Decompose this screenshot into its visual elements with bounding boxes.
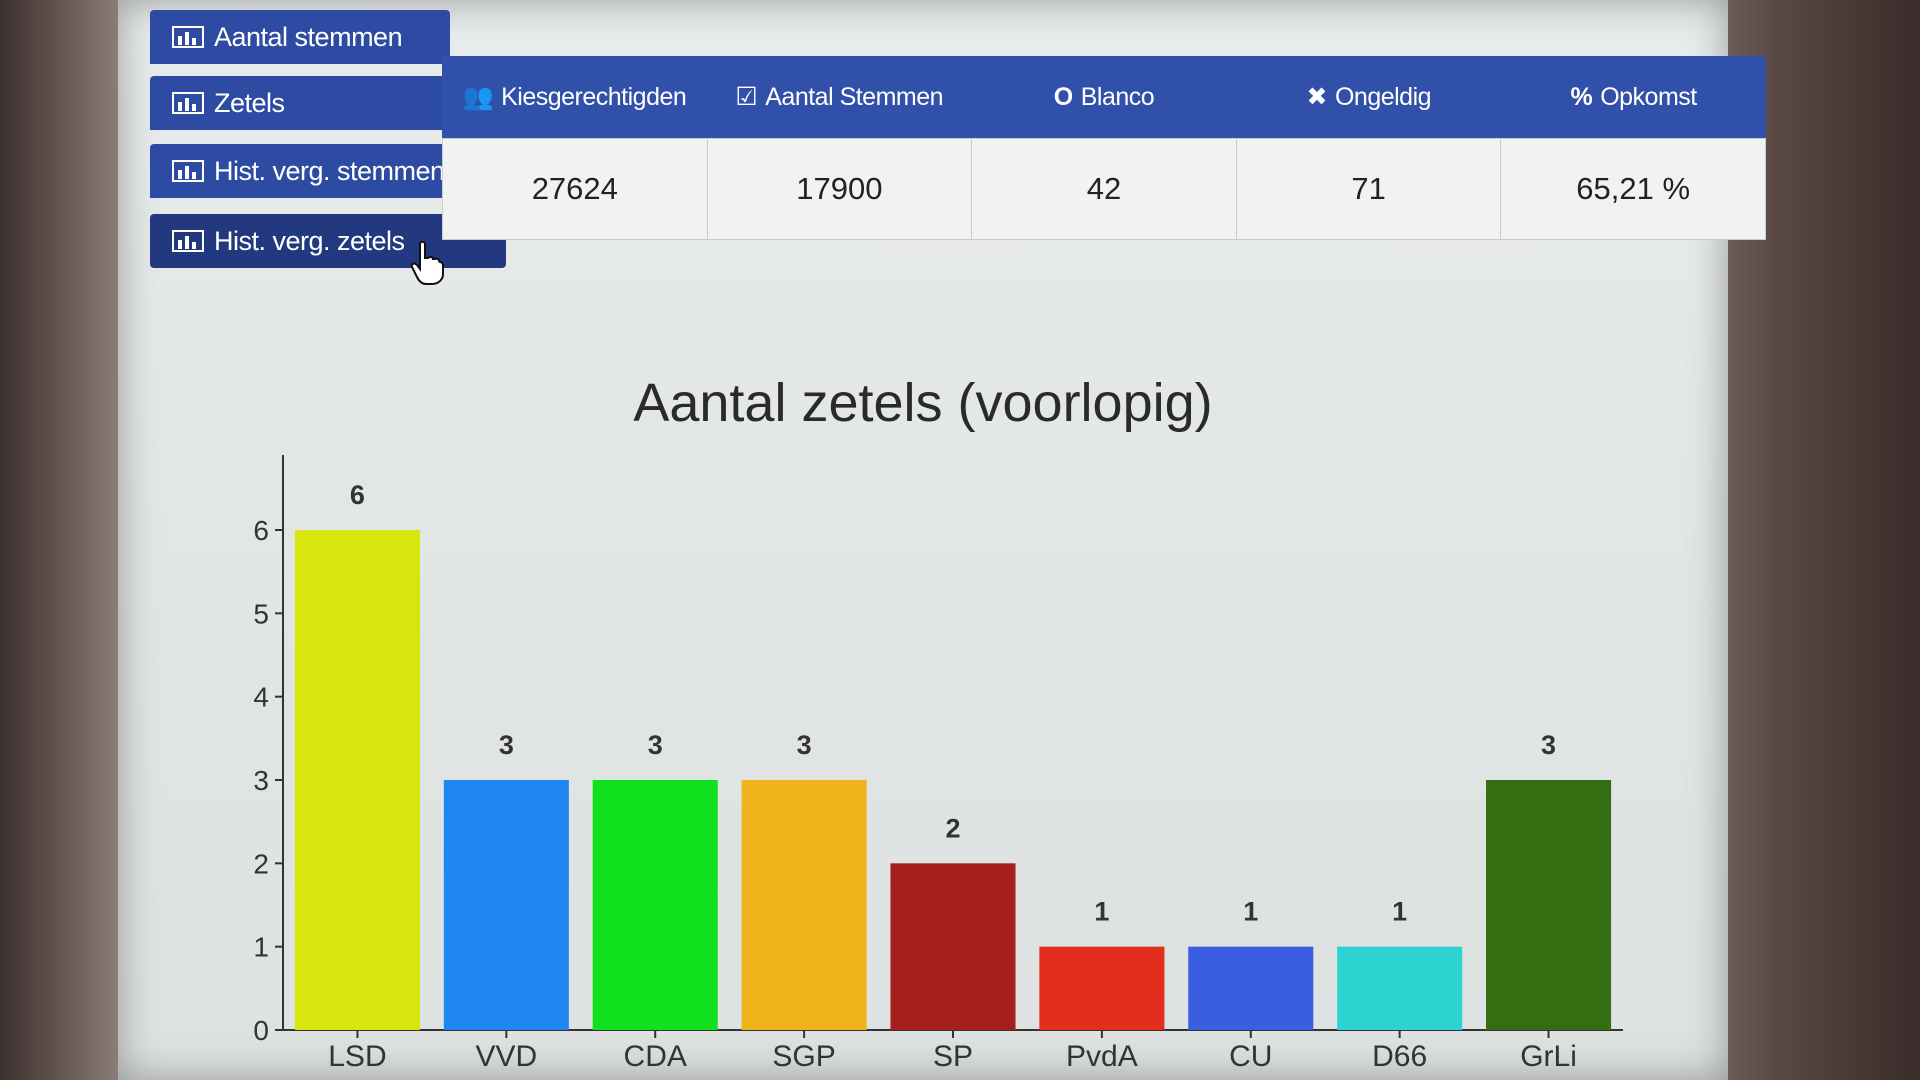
bar-value-label: 1 [1392, 897, 1407, 927]
header-label: Blanco [1080, 82, 1155, 111]
bar-lsd [294, 530, 420, 1030]
header-label: Kiesgerechtigden [501, 82, 687, 111]
nav-zetels-button[interactable]: Zetels [150, 76, 450, 130]
x-tick-label: CDA [624, 1040, 687, 1073]
users-icon: 👥 [462, 82, 494, 111]
header-aantal-stemmen: ☑ Aantal Stemmen [707, 56, 972, 138]
y-tick-label: 2 [253, 848, 269, 879]
bar-value-label: 3 [648, 730, 663, 760]
nav-aantal-stemmen-button[interactable]: Aantal stemmen [150, 10, 450, 64]
x-tick-label: GrLi [1520, 1040, 1577, 1073]
header-label: Ongeldig [1334, 82, 1432, 111]
bar-chart: 0 1 2 3 4 5 6 6 LSD 3 VVD 3 CDA 3 SGP 2 SP 1 PvdA 1 CU 1 D66 3 G… [253, 455, 1623, 1073]
bar-value-label: 2 [945, 813, 960, 843]
stats-table: 👥 Kiesgerechtigden ☑ Aantal Stemmen O Blanc… [442, 56, 1766, 240]
nav-label: Aantal stemmen [214, 21, 403, 52]
wall-left [0, 0, 118, 1080]
stats-value-row: 27624 17900 42 71 65,21 % [442, 138, 1766, 240]
x-icon: ✖ [1306, 83, 1328, 111]
value-blanco: 42 [972, 139, 1237, 239]
bar-value-label: 6 [350, 480, 365, 510]
bar-value-label: 3 [1541, 730, 1556, 760]
x-tick-label: LSD [328, 1040, 386, 1073]
bar-value-label: 1 [1243, 897, 1258, 927]
x-tick-label: PvdA [1066, 1040, 1138, 1073]
value-opkomst: 65,21 % [1576, 171, 1691, 206]
bar-value-label: 3 [797, 730, 812, 760]
header-opkomst: % Opkomst [1501, 56, 1766, 138]
bar-cda [592, 780, 718, 1030]
bar-pvda [1039, 946, 1165, 1030]
bar-chart-icon [172, 160, 204, 182]
x-tick-label: SGP [772, 1040, 835, 1073]
bar-sgp [741, 780, 867, 1030]
bar-chart-icon [172, 92, 204, 114]
hand-cursor-icon [410, 240, 444, 285]
nav-label: Hist. verg. stemmen [214, 155, 445, 186]
value-ongeldig: 71 [1237, 139, 1502, 239]
x-tick-label: CU [1229, 1040, 1272, 1073]
bar-sp [890, 863, 1016, 1030]
bar-cu [1188, 946, 1314, 1030]
bar-vvd [443, 780, 569, 1030]
bar-chart-icon [172, 230, 204, 252]
header-label: Opkomst [1600, 82, 1697, 111]
x-tick-label: D66 [1372, 1040, 1427, 1073]
stats-header-row: 👥 Kiesgerechtigden ☑ Aantal Stemmen O Blanc… [442, 56, 1766, 138]
bar-grli [1486, 780, 1612, 1030]
check-square-icon: ☑ [735, 83, 758, 111]
chart-title: Aantal zetels (voorlopig) [633, 373, 1213, 433]
header-label: Aantal Stemmen [765, 82, 944, 111]
y-tick-label: 0 [253, 1015, 269, 1046]
header-kiesgerechtigden: 👥 Kiesgerechtigden [442, 56, 707, 138]
y-tick-label: 4 [253, 682, 269, 713]
circle-icon: O [1053, 82, 1073, 111]
nav-label: Hist. verg. zetels [214, 225, 405, 256]
header-ongeldig: ✖ Ongeldig [1236, 56, 1501, 138]
bar-value-label: 3 [499, 730, 514, 760]
x-tick-label: VVD [475, 1040, 537, 1073]
value-aantal-stemmen: 17900 [708, 139, 973, 239]
y-tick-label: 5 [253, 598, 269, 629]
header-blanco: O Blanco [972, 56, 1237, 138]
nav-label: Zetels [214, 87, 285, 118]
y-tick-label: 6 [253, 515, 269, 546]
value-kiesgerechtigden: 27624 [443, 139, 708, 239]
y-tick-label: 1 [253, 932, 269, 963]
bar-d66 [1337, 946, 1463, 1030]
x-tick-label: SP [933, 1040, 973, 1073]
y-tick-label: 3 [253, 765, 269, 796]
projection-screen: Aantal stemmen Zetels Hist. verg. stemme… [118, 0, 1766, 1080]
percent-icon: % [1570, 82, 1593, 111]
bar-value-label: 1 [1094, 897, 1109, 927]
bar-chart-icon [172, 26, 204, 48]
